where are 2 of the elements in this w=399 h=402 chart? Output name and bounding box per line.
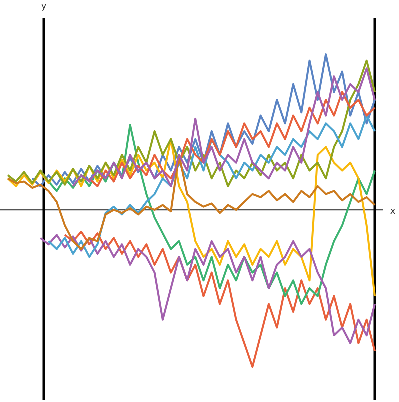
- x-axis-title: x: [390, 207, 396, 217]
- y-axis-title: y: [41, 2, 48, 12]
